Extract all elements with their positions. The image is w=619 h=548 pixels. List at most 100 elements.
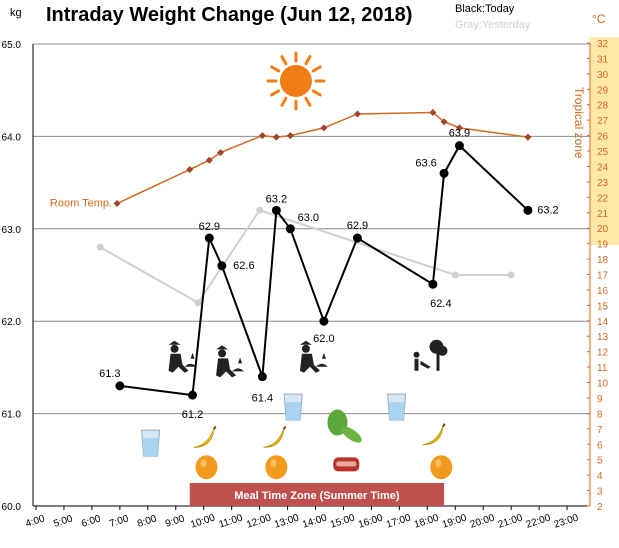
yesterday-point xyxy=(194,299,202,307)
today-data-label: 63.2 xyxy=(537,204,558,216)
x-tick-label: 10:00 xyxy=(189,512,217,530)
x-tick-label: 17:00 xyxy=(385,512,413,530)
right-tick-label: 29 xyxy=(597,85,609,96)
x-tick-label: 15:00 xyxy=(329,512,357,530)
right-tick-label: 21 xyxy=(597,209,609,220)
room-temp-point xyxy=(353,110,361,118)
today-data-label: 62.0 xyxy=(313,333,334,345)
legend-yesterday: Gray:Yesterday xyxy=(455,19,531,31)
right-tick-label: 10 xyxy=(597,379,609,390)
today-point xyxy=(523,205,533,215)
right-tick-label: 11 xyxy=(597,363,608,374)
right-tick-label: 7 xyxy=(597,425,603,436)
zone-layer: Meal Time Zone (Summer Time) xyxy=(189,483,445,506)
right-tick-label: 3 xyxy=(597,487,603,498)
room-temp-point xyxy=(286,132,294,140)
x-tick-label: 9:00 xyxy=(164,513,186,530)
series-layer xyxy=(96,108,533,400)
right-tick-label: 17 xyxy=(597,271,609,282)
right-tick-label: 28 xyxy=(597,101,609,112)
right-tick-label: 12 xyxy=(597,348,609,359)
vegetables-icon xyxy=(327,409,362,443)
y-tick-label: 63.0 xyxy=(2,225,22,236)
right-tick-label: 24 xyxy=(597,162,609,173)
room-temp-point xyxy=(186,166,194,174)
gardening-icon xyxy=(216,345,245,378)
today-point xyxy=(319,316,329,326)
today-point xyxy=(115,381,125,391)
x-tick-label: 7:00 xyxy=(108,513,130,530)
today-point xyxy=(285,224,295,234)
today-point xyxy=(428,279,438,289)
today-data-label: 63.9 xyxy=(449,128,470,140)
chart-title: Intraday Weight Change (Jun 12, 2018) xyxy=(46,4,413,26)
right-tick-label: 27 xyxy=(597,116,609,127)
sun-icon xyxy=(266,51,326,111)
room-temp-point xyxy=(429,108,437,116)
icon-layer xyxy=(141,51,453,480)
x-tick-label: 5:00 xyxy=(52,513,74,530)
right-tick-label: 14 xyxy=(597,317,609,328)
yesterday-point xyxy=(507,271,515,279)
right-tick-label: 26 xyxy=(597,132,609,143)
today-point xyxy=(217,261,227,271)
room-temp-point xyxy=(113,200,121,208)
series-yesterday-line xyxy=(99,209,512,305)
y-tick-label: 60.0 xyxy=(2,502,22,513)
right-tick-label: 22 xyxy=(597,193,609,204)
right-tick-label: 4 xyxy=(597,471,603,482)
axis-layer: 60.061.062.063.064.065.02345678910111213… xyxy=(2,39,609,531)
orange-fruit-icon xyxy=(265,455,288,480)
right-tick-label: 8 xyxy=(597,409,603,420)
x-tick-label: 19:00 xyxy=(441,512,469,530)
today-point xyxy=(352,233,362,243)
x-tick-label: 12:00 xyxy=(245,512,273,530)
right-tick-label: 9 xyxy=(597,394,603,405)
water-glass-icon xyxy=(387,393,407,421)
x-tick-label: 14:00 xyxy=(301,512,329,530)
mealtime-zone-bar xyxy=(189,483,445,506)
right-tick-label: 5 xyxy=(597,456,603,467)
y-tick-label: 65.0 xyxy=(2,40,22,51)
today-point xyxy=(454,141,464,151)
x-tick-label: 8:00 xyxy=(136,513,158,530)
room-temp-point xyxy=(205,156,213,164)
water-glass-icon xyxy=(141,429,161,457)
orange-fruit-icon xyxy=(195,455,218,480)
right-tick-label: 15 xyxy=(597,301,609,312)
water-glass-icon xyxy=(283,393,303,421)
today-point xyxy=(271,205,281,215)
right-tick-label: 20 xyxy=(597,224,609,235)
banana-icon xyxy=(263,425,287,448)
x-tick-label: 21:00 xyxy=(497,512,525,530)
room-temp-point xyxy=(258,132,266,140)
x-tick-label: 16:00 xyxy=(357,512,385,530)
room-temp-point xyxy=(216,149,224,157)
yesterday-point xyxy=(451,271,459,279)
right-tick-label: 13 xyxy=(597,332,609,343)
x-tick-label: 11:00 xyxy=(218,513,245,531)
today-data-label: 61.2 xyxy=(182,409,203,421)
x-tick-label: 23:00 xyxy=(553,512,581,530)
today-data-label: 62.9 xyxy=(347,220,368,232)
today-data-label: 62.4 xyxy=(430,298,451,310)
right-tick-label: 19 xyxy=(597,240,609,251)
x-tick-label: 13:00 xyxy=(273,512,301,530)
orange-fruit-icon xyxy=(430,455,453,480)
label-layer: Room Temp. 61.3 61.2 62.9 62.6 61.4 63.2 63.0 62… xyxy=(50,128,559,421)
right-axis-unit: °C xyxy=(592,12,606,26)
gardening-icon xyxy=(168,340,197,373)
today-point xyxy=(188,390,198,400)
right-tick-label: 25 xyxy=(597,147,609,158)
y-tick-label: 62.0 xyxy=(2,317,22,328)
banana-icon xyxy=(422,423,446,446)
today-data-label: 63.6 xyxy=(415,157,436,169)
room-temp-point xyxy=(455,124,463,132)
room-temp-point xyxy=(524,133,532,141)
today-data-label: 62.9 xyxy=(199,221,220,233)
y-tick-label: 61.0 xyxy=(2,410,22,421)
steak-icon xyxy=(333,457,360,472)
right-tick-label: 2 xyxy=(597,502,603,513)
